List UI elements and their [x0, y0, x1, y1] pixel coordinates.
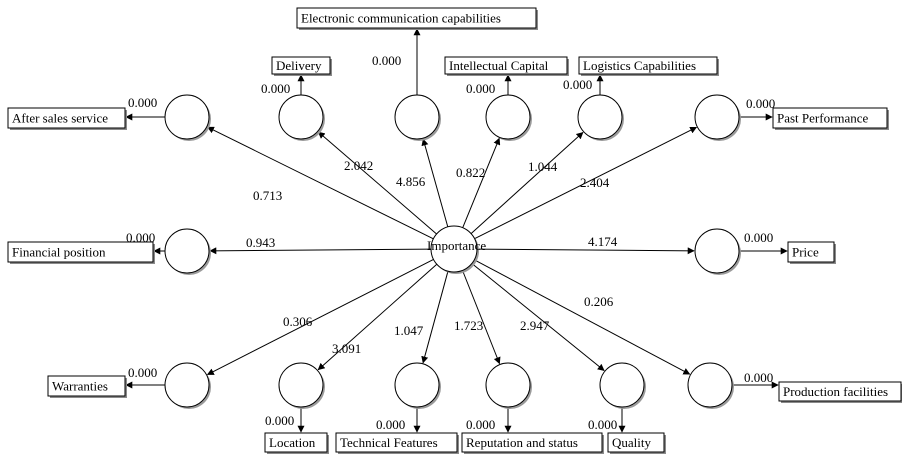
loading-value-delivery: 0.000: [261, 81, 290, 96]
construct-node-delivery: [278, 94, 324, 140]
indicator-box-past-performance: [772, 107, 888, 129]
indicator-box-intellectual-capital: [444, 56, 568, 75]
indicator-label-quality: Quality: [612, 435, 651, 450]
construct-node-after-sales-service: [164, 94, 210, 140]
indicator-box-warranties: [47, 375, 126, 397]
indicator-box-logistics-capabilities: [578, 56, 718, 75]
loading-value-financial-position: 0.000: [126, 230, 155, 245]
path-value-after-sales-service: 0.713: [253, 188, 282, 203]
path-arrow-after-sales-service: [206, 126, 434, 240]
path-value-financial-position: 0.943: [246, 235, 275, 250]
construct-node-production-facilities: [687, 362, 733, 408]
indicator-label-after-sales-service: After sales service: [12, 111, 108, 126]
construct-node-price: [694, 228, 740, 274]
indicator-box-financial-position: [7, 241, 154, 263]
construct-node-quality: [599, 362, 645, 408]
loading-value-price: 0.000: [744, 230, 773, 245]
path-arrow-production-facilities: [474, 259, 691, 375]
path-value-production-facilities: 0.206: [584, 294, 614, 309]
indicator-label-past-performance: Past Performance: [777, 111, 869, 126]
indicator-box-after-sales-service: [7, 107, 126, 129]
construct-node-past-performance: [694, 94, 740, 140]
path-arrow-financial-position: [209, 247, 432, 255]
indicator-label-delivery: Delivery: [276, 58, 322, 73]
indicator-label-financial-position: Financial position: [12, 245, 106, 260]
loading-value-location: 0.000: [265, 413, 294, 428]
indicator-label-production-facilities: Production facilities: [783, 384, 888, 399]
construct-node-logistics-capabilities: [577, 94, 623, 140]
indicator-box-production-facilities: [778, 381, 902, 402]
loading-value-warranties: 0.000: [128, 365, 157, 380]
indicator-label-warranties: Warranties: [52, 379, 108, 394]
construct-node-electronic-communication-capabilities: [394, 94, 440, 140]
path-value-reputation-and-status: 1.723: [454, 318, 483, 333]
path-edges: [125, 28, 788, 433]
value-labels: After sales service 0.000 0.713 Delivery 0.0…: [12, 11, 888, 451]
path-arrow-delivery: [317, 131, 437, 235]
indicator-box-delivery: [271, 56, 331, 75]
path-value-intellectual-capital: 0.822: [456, 165, 485, 180]
loading-value-technical-features: 0.000: [376, 417, 405, 432]
path-arrow-technical-features: [421, 271, 449, 364]
path-arrow-logistics-capabilities: [470, 131, 584, 234]
indicator-box-price: [787, 241, 835, 263]
loading-value-past-performance: 0.000: [746, 96, 775, 111]
construct-node-financial-position: [164, 228, 210, 274]
path-arrow-location: [317, 263, 438, 371]
construct-node-location: [278, 362, 324, 408]
path-value-logistics-capabilities: 1.044: [528, 159, 558, 174]
path-value-price: 4.174: [588, 234, 618, 249]
path-arrow-reputation-and-status: [462, 270, 501, 365]
path-arrow-quality: [471, 263, 605, 371]
path-value-location: 3.091: [332, 341, 361, 356]
center-label: Importance: [427, 238, 486, 253]
center-node-importance: [430, 225, 478, 273]
indicator-label-location: Location: [269, 435, 316, 450]
loading-value-reputation-and-status: 0.000: [466, 417, 495, 432]
path-arrow-intellectual-capital: [462, 137, 501, 228]
path-value-electronic-communication-capabilities: 4.856: [396, 174, 426, 189]
indicator-label-electronic-communication-capabilities: Electronic communication capabilities: [301, 11, 501, 26]
path-value-past-performance: 2.404: [580, 175, 610, 190]
indicator-box-technical-features: [335, 432, 458, 453]
path-value-delivery: 2.042: [344, 158, 373, 173]
path-value-quality: 2.947: [520, 318, 550, 333]
path-arrow-electronic-communication-capabilities: [421, 138, 449, 227]
indicator-label-technical-features: Technical Features: [340, 435, 438, 450]
loading-value-quality: 0.000: [588, 417, 617, 432]
indicator-label-intellectual-capital: Intellectual Capital: [449, 58, 549, 73]
construct-node-technical-features: [394, 362, 440, 408]
indicator-label-reputation-and-status: Reputation and status: [466, 435, 578, 450]
path-arrow-price: [476, 247, 695, 255]
construct-node-intellectual-capital: [485, 94, 531, 140]
loading-value-logistics-capabilities: 0.000: [563, 77, 592, 92]
indicator-label-price: Price: [792, 245, 819, 260]
construct-node-reputation-and-status: [485, 362, 531, 408]
indicator-box-location: [264, 432, 328, 453]
loading-value-production-facilities: 0.000: [744, 370, 773, 385]
indicator-box-quality: [607, 432, 665, 453]
path-value-warranties: 0.306: [283, 314, 313, 329]
loading-value-electronic-communication-capabilities: 0.000: [372, 53, 401, 68]
construct-node-warranties: [164, 362, 210, 408]
indicator-label-logistics-capabilities: Logistics Capabilities: [583, 58, 696, 73]
loading-value-after-sales-service: 0.000: [128, 95, 157, 110]
construct-nodes: [7, 7, 902, 454]
path-arrow-warranties: [206, 258, 434, 376]
loading-value-intellectual-capital: 0.000: [466, 81, 495, 96]
indicator-box-electronic-communication-capabilities: [296, 7, 537, 29]
indicator-box-reputation-and-status: [461, 432, 603, 453]
path-arrow-past-performance: [474, 126, 698, 240]
path-value-technical-features: 1.047: [394, 323, 424, 338]
